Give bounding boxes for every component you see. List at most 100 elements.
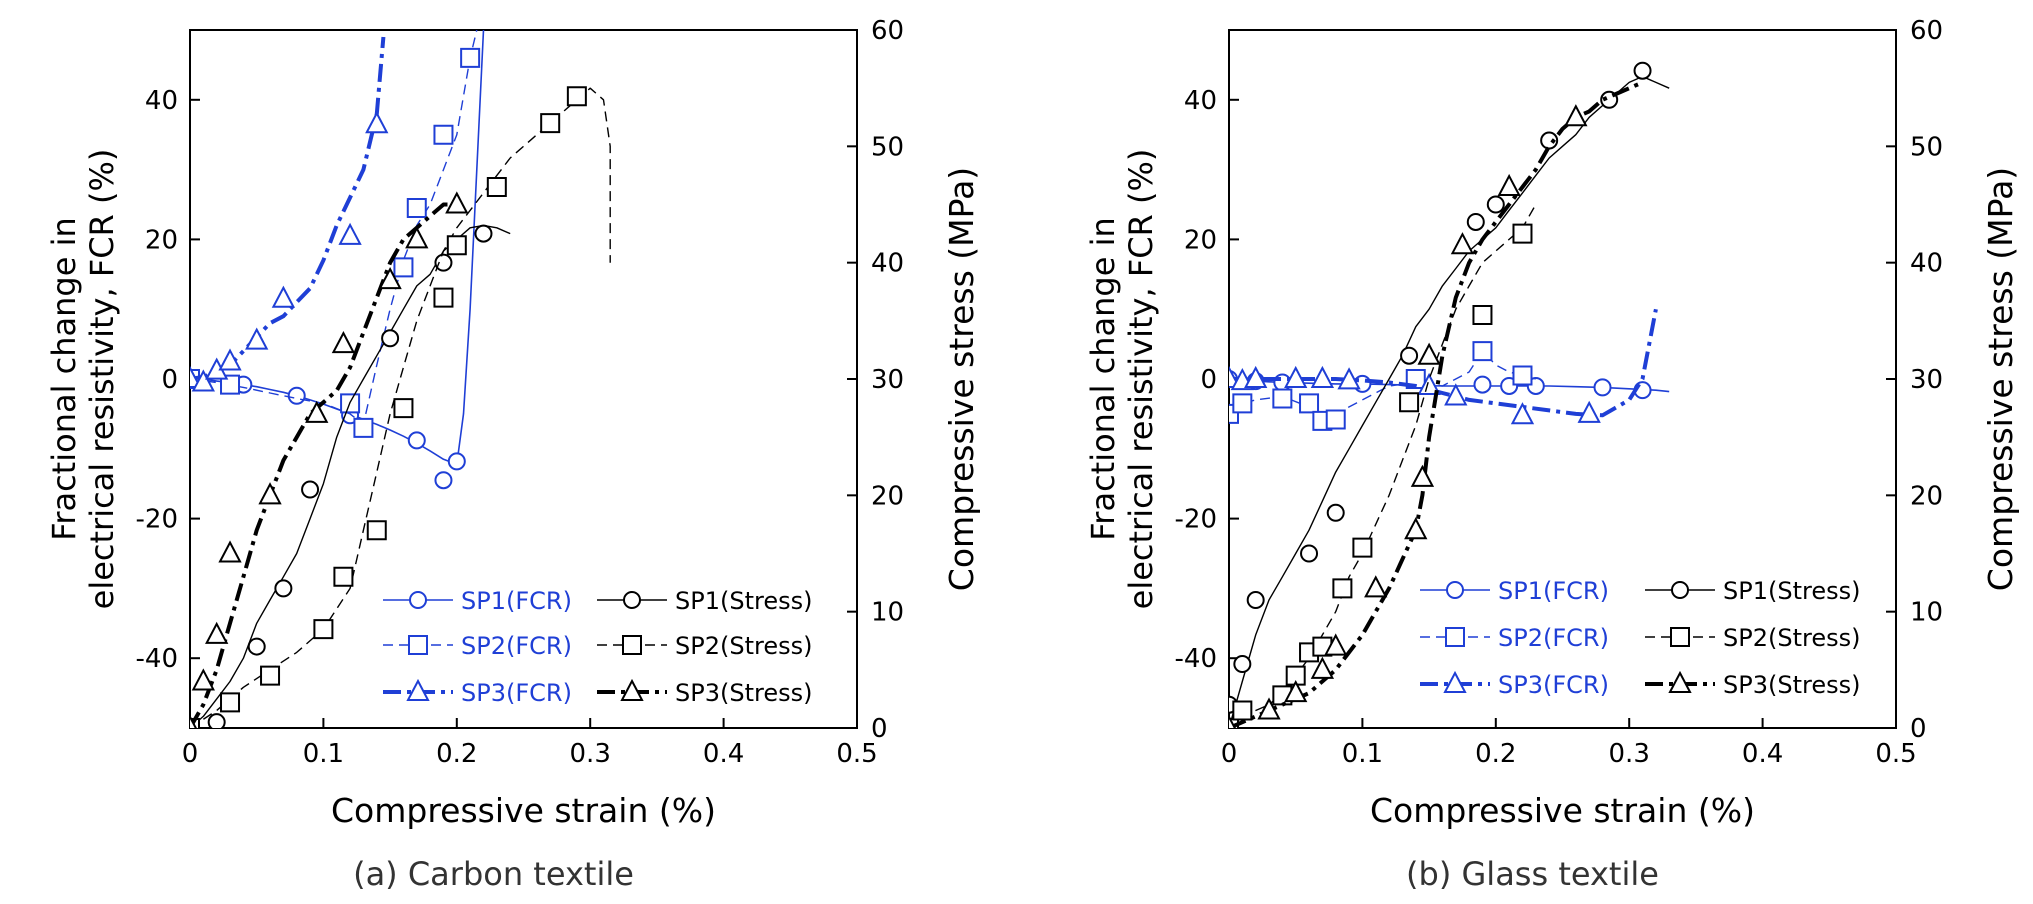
legend-entry: SP1(Stress) — [597, 587, 812, 615]
y-axis-label-line-2: electrical resistivity, FCR (%) — [83, 149, 121, 610]
data-point-triangle — [1284, 365, 1308, 388]
data-point-square — [1512, 365, 1533, 386]
data-point-circle — [1633, 61, 1652, 80]
data-point-square — [433, 124, 454, 145]
y2-tick-label: 0 — [871, 714, 888, 744]
data-point-square — [353, 417, 374, 438]
legend-label: SP3(FCR) — [461, 679, 572, 707]
y2-axis-label: Compressive stress (MPa) — [1981, 167, 2020, 591]
legend-label: SP2(Stress) — [675, 632, 812, 660]
y2-tick-label: 30 — [871, 365, 904, 395]
data-point-square — [460, 47, 481, 68]
series-line — [190, 87, 611, 728]
data-point-triangle — [1444, 383, 1468, 406]
legend-marker-circle — [1446, 581, 1464, 599]
series-line — [1229, 204, 1537, 728]
series-line — [1229, 350, 1536, 419]
data-point-square — [1272, 388, 1293, 409]
data-point-triangle — [1417, 342, 1441, 365]
legend-marker-triangle — [620, 678, 644, 701]
legend-entry: SP3(FCR) — [1420, 670, 1609, 699]
legend-label: SP1(Stress) — [1723, 577, 1860, 605]
legend-label: SP2(FCR) — [461, 632, 572, 660]
data-point-triangle — [218, 348, 242, 371]
legend-marker-circle — [1671, 581, 1689, 599]
x-tick-label: 0 — [1221, 739, 1238, 769]
y2-tick-label: 40 — [871, 249, 904, 279]
data-point-circle — [1466, 212, 1485, 231]
data-point-triangle — [378, 266, 402, 290]
data-point-square — [406, 197, 427, 218]
data-point-square — [313, 619, 334, 640]
legend-entry: SP3(FCR) — [383, 678, 572, 707]
data-point-circle — [274, 579, 293, 598]
y-tick-label: -40 — [1175, 644, 1217, 674]
data-point-triangle — [1497, 173, 1521, 197]
x-tick-label: 0.2 — [436, 739, 477, 769]
data-point-square — [1232, 700, 1253, 721]
data-point-circle — [381, 329, 400, 348]
data-point-circle — [434, 253, 453, 272]
y-axis-label-line-1: Fractional change in — [45, 217, 83, 541]
panel-caption: (a) Carbon textile — [353, 855, 634, 893]
data-point-square — [1472, 341, 1493, 362]
y-tick-label: 40 — [145, 86, 178, 116]
legend-entry: SP1(FCR) — [383, 587, 572, 615]
y2-axis-label: Compressive stress (MPa) — [942, 167, 981, 591]
legend-marker-circle — [623, 591, 641, 609]
data-point-triangle — [258, 482, 282, 505]
data-point-triangle — [1284, 679, 1308, 703]
x-tick-label: 0.3 — [570, 739, 611, 769]
y2-tick-label: 10 — [1910, 598, 1943, 628]
data-point-triangle — [1310, 656, 1335, 679]
data-point-square — [333, 566, 354, 587]
legend-label: SP3(FCR) — [1498, 671, 1609, 699]
x-tick-label: 0.1 — [1342, 739, 1383, 769]
data-point-square — [566, 86, 587, 107]
y2-tick-label: 20 — [1910, 481, 1943, 511]
x-axis-label: Compressive strain (%) — [331, 791, 716, 830]
data-point-triangle — [245, 327, 269, 350]
data-point-triangle — [271, 285, 296, 308]
y-tick-label: 0 — [1200, 365, 1217, 395]
y2-tick-label: 50 — [1910, 132, 1943, 162]
x-tick-label: 0.1 — [303, 739, 344, 769]
data-point-circle — [287, 386, 306, 405]
data-point-triangle — [338, 222, 362, 245]
panel-carbon-textile: 0 0.1 0.2 0.3 0.4 0.5 -40 -20 0 20 40 0 10 20 30 40 50 60… — [45, 16, 981, 893]
data-point-triangle — [205, 621, 229, 644]
legend-label: SP1(FCR) — [461, 587, 572, 615]
y-tick-label: -20 — [1175, 505, 1217, 535]
legend-label: SP3(Stress) — [1723, 671, 1860, 699]
series-sp3-stress- — [190, 191, 469, 728]
data-point-triangle — [1577, 400, 1601, 423]
legend-marker-triangle — [1668, 670, 1692, 693]
data-point-triangle — [1510, 402, 1535, 425]
y2-tick-label: 50 — [871, 132, 904, 162]
y-tick-label: -40 — [136, 644, 178, 674]
y-tick-label: 20 — [1184, 225, 1217, 255]
data-point-square — [1352, 537, 1373, 558]
legend-entry: SP2(Stress) — [1645, 624, 1860, 652]
data-point-square — [1399, 392, 1420, 413]
data-point-triangle — [1229, 714, 1236, 728]
data-point-square — [1332, 578, 1353, 599]
data-point-square — [393, 398, 414, 419]
y2-tick-label: 60 — [1910, 16, 1943, 46]
series-sp3-stress- — [1229, 80, 1644, 728]
data-point-circle — [1326, 503, 1345, 522]
x-tick-label: 0.4 — [1742, 739, 1783, 769]
data-point-circle — [407, 431, 426, 450]
legend-marker-square — [1670, 627, 1690, 647]
data-point-triangle — [1364, 575, 1388, 598]
y-tick-label: 20 — [145, 225, 178, 255]
series-line — [190, 202, 457, 728]
legend-label: SP3(Stress) — [675, 679, 812, 707]
legend-entry: SP1(Stress) — [1645, 577, 1860, 605]
data-point-square — [1285, 665, 1306, 686]
data-point-square — [1325, 409, 1346, 430]
series-line — [190, 30, 478, 426]
data-point-square — [486, 177, 507, 198]
y2-tick-label: 30 — [1910, 365, 1943, 395]
